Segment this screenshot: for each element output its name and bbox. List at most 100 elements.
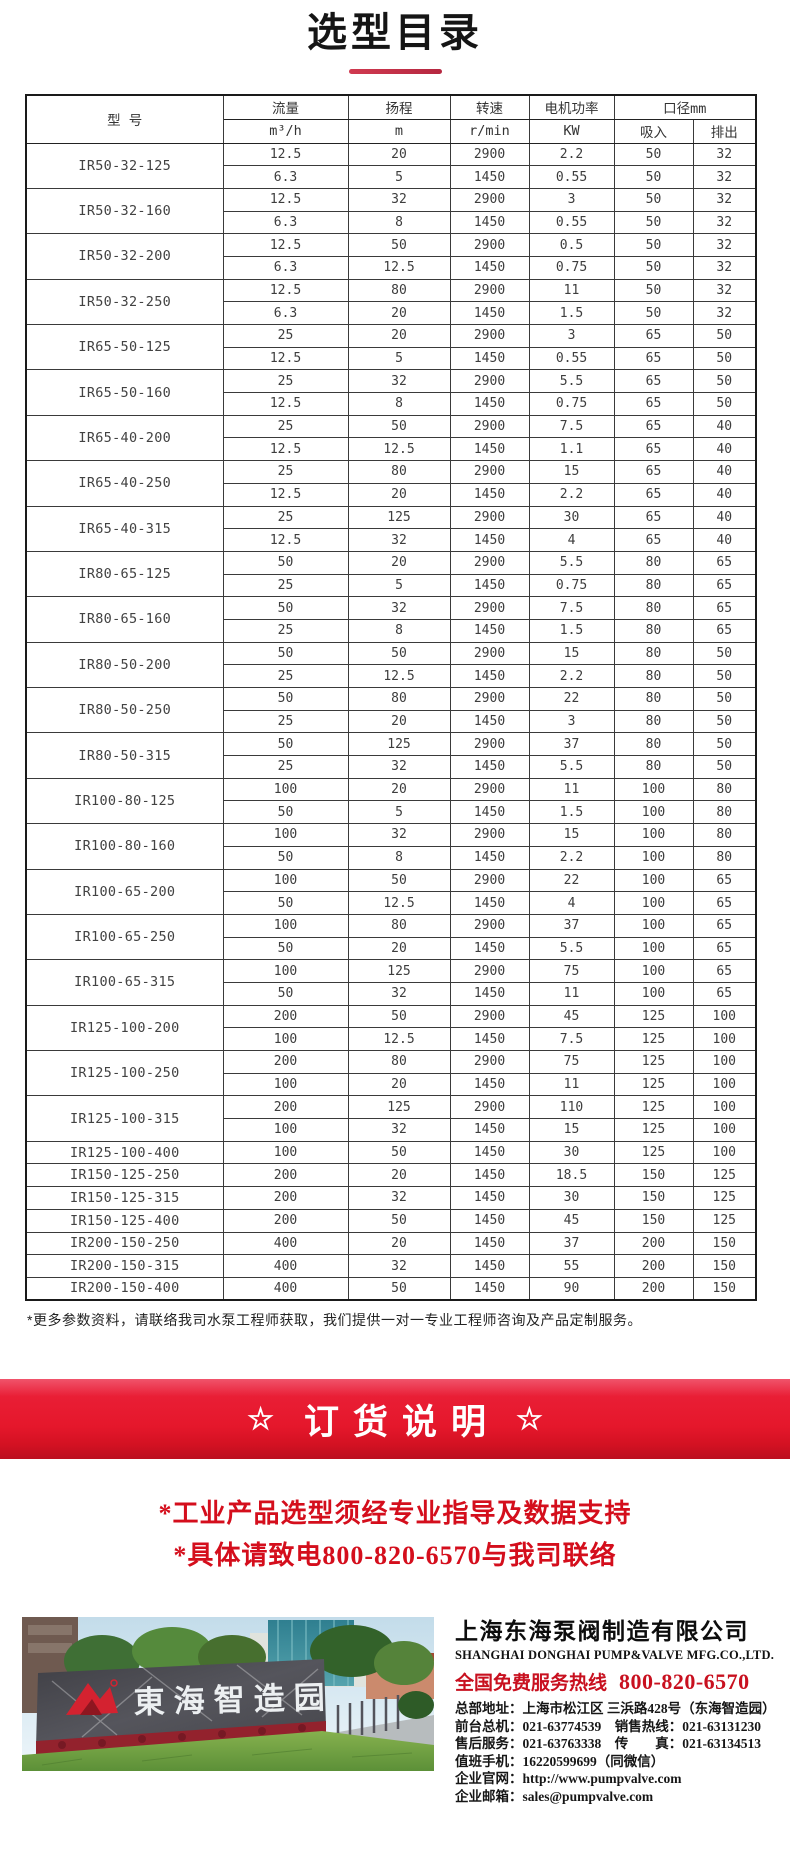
table-row: IR100-80-125 100 20 2900 11 100 80 — [25, 777, 757, 825]
value-cell: 5 — [347, 165, 451, 189]
value-cell: 2900 — [449, 913, 530, 938]
value-cell: 80 — [613, 687, 694, 711]
table-row: IR65-50-160 25 32 2900 5.5 65 50 — [25, 369, 757, 416]
value-cell: 100 — [692, 1118, 757, 1142]
value-cell: 1450 — [449, 392, 530, 416]
value-cell: 2.2 — [528, 845, 615, 870]
value-cell: 80 — [613, 573, 694, 598]
value-cell: 125 — [347, 959, 451, 983]
value-cell: 100 — [692, 1004, 757, 1029]
value-cell: 32 — [692, 165, 757, 189]
value-cell: 1450 — [449, 1186, 530, 1210]
value-cell: 20 — [347, 777, 451, 802]
value-cell: 50 — [222, 891, 349, 915]
value-cell: 2900 — [449, 187, 530, 212]
table-row: IR80-50-250 50 80 2900 22 80 50 — [25, 686, 757, 734]
title-underline — [348, 69, 442, 74]
table-row: 100 12.5 1450 7.5 125 100 — [26, 1027, 757, 1051]
value-cell: 80 — [613, 618, 694, 643]
value-cell: 2900 — [449, 505, 530, 530]
notice-block: *工业产品选型须经专业指导及数据支持 *具体请致电800-820-6570与我司… — [0, 1499, 790, 1571]
value-cell: 25 — [222, 324, 349, 348]
value-cell: 100 — [222, 1118, 349, 1142]
value-cell: 5 — [347, 800, 451, 825]
value-cell: 1450 — [449, 437, 530, 462]
model-cell: IR200-150-250 — [25, 1231, 224, 1256]
value-cell: 32 — [692, 233, 757, 257]
value-cell: 50 — [347, 1208, 451, 1233]
value-cell: 100 — [222, 1027, 349, 1051]
table-row: IR50-32-160 12.5 32 2900 3 50 32 — [25, 187, 757, 235]
header-speed: 转速 — [449, 95, 530, 120]
value-cell: 50 — [347, 641, 451, 666]
value-cell: 15 — [528, 460, 615, 484]
value-cell: 32 — [692, 210, 757, 235]
value-cell: 12.5 — [222, 482, 349, 507]
value-cell: 32 — [347, 596, 451, 620]
value-cell: 11 — [528, 1072, 615, 1097]
value-cell: 200 — [613, 1254, 694, 1278]
value-cell: 50 — [692, 369, 757, 394]
value-cell: 25 — [222, 369, 349, 394]
model-cell: IR65-50-125 — [25, 323, 224, 371]
value-cell: 8 — [347, 392, 451, 416]
value-cell: 50 — [222, 845, 349, 870]
value-cell: 25 — [222, 505, 349, 530]
value-cell: 65 — [692, 868, 757, 893]
model-cell: IR150-125-400 — [25, 1208, 224, 1233]
value-cell: 65 — [613, 505, 694, 530]
value-cell: 12.5 — [347, 664, 451, 688]
value-cell: 20 — [347, 1231, 451, 1256]
value-cell: 65 — [692, 936, 757, 961]
value-cell: 0.5 — [528, 233, 615, 257]
value-cell: 100 — [613, 981, 694, 1006]
value-cell: 65 — [613, 369, 694, 394]
value-cell: 125 — [613, 1072, 694, 1097]
model-cell: IR80-65-125 — [25, 550, 224, 598]
model-cell: IR50-32-125 — [25, 142, 224, 189]
table-row: 50 20 1450 5.5 100 65 — [26, 936, 757, 961]
value-cell: 32 — [692, 142, 757, 167]
value-cell: 25 — [222, 618, 349, 643]
value-cell: 100 — [692, 1140, 757, 1165]
value-cell: 125 — [347, 505, 451, 530]
value-cell: 80 — [347, 913, 451, 938]
value-cell: 2900 — [449, 1004, 530, 1029]
value-cell: 50 — [613, 187, 694, 212]
value-cell: 65 — [692, 981, 757, 1006]
value-cell: 65 — [613, 392, 694, 416]
value-cell: 20 — [347, 142, 451, 167]
value-cell: 1450 — [449, 346, 530, 371]
table-row: IR80-65-125 50 20 2900 5.5 80 65 — [25, 550, 757, 598]
value-cell: 65 — [613, 482, 694, 507]
value-cell: 1450 — [449, 664, 530, 688]
table-row: 12.5 8 1450 0.75 65 50 — [26, 392, 757, 416]
value-cell: 1.5 — [528, 301, 615, 325]
table-row: IR150-125-250 200 20 1450 18.5 150 125 — [25, 1163, 757, 1188]
value-cell: 5.5 — [528, 936, 615, 961]
model-cell: IR65-50-160 — [25, 369, 224, 416]
table-header: 型 号 流量 扬程 转速 电机功率 口径mm m³/h m r/min KW 吸… — [25, 95, 757, 144]
value-cell: 1450 — [449, 210, 530, 235]
value-cell: 20 — [347, 1163, 451, 1188]
value-cell: 1450 — [449, 891, 530, 915]
value-cell: 100 — [692, 1095, 757, 1120]
value-cell: 50 — [692, 392, 757, 416]
value-cell: 40 — [692, 528, 757, 552]
table-row: IR150-125-315 200 32 1450 30 150 125 — [25, 1186, 757, 1210]
table-row: IR65-40-200 25 50 2900 7.5 65 40 — [25, 414, 757, 462]
model-cell: IR80-50-200 — [25, 641, 224, 689]
value-cell: 80 — [347, 278, 451, 303]
company-section: 東海智造园 上海东海泵阀制造有限公司 SHANGHAI DONGHAI PUMP… — [22, 1617, 790, 1805]
value-cell: 1450 — [449, 255, 530, 280]
value-cell: 1.1 — [528, 437, 615, 462]
header-head: 扬程 — [347, 95, 451, 120]
header-discharge: 排出 — [692, 118, 757, 144]
detail-phones-1: 前台总机：021-63774539 销售热线：021-63131230 — [455, 1718, 761, 1734]
model-cell: IR65-40-315 — [25, 505, 224, 552]
value-cell: 20 — [347, 709, 451, 734]
value-cell: 2.2 — [528, 664, 615, 688]
value-cell: 32 — [347, 755, 451, 779]
value-cell: 90 — [528, 1276, 615, 1301]
